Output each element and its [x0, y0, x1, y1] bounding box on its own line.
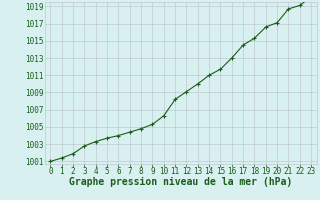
X-axis label: Graphe pression niveau de la mer (hPa): Graphe pression niveau de la mer (hPa): [69, 177, 292, 187]
